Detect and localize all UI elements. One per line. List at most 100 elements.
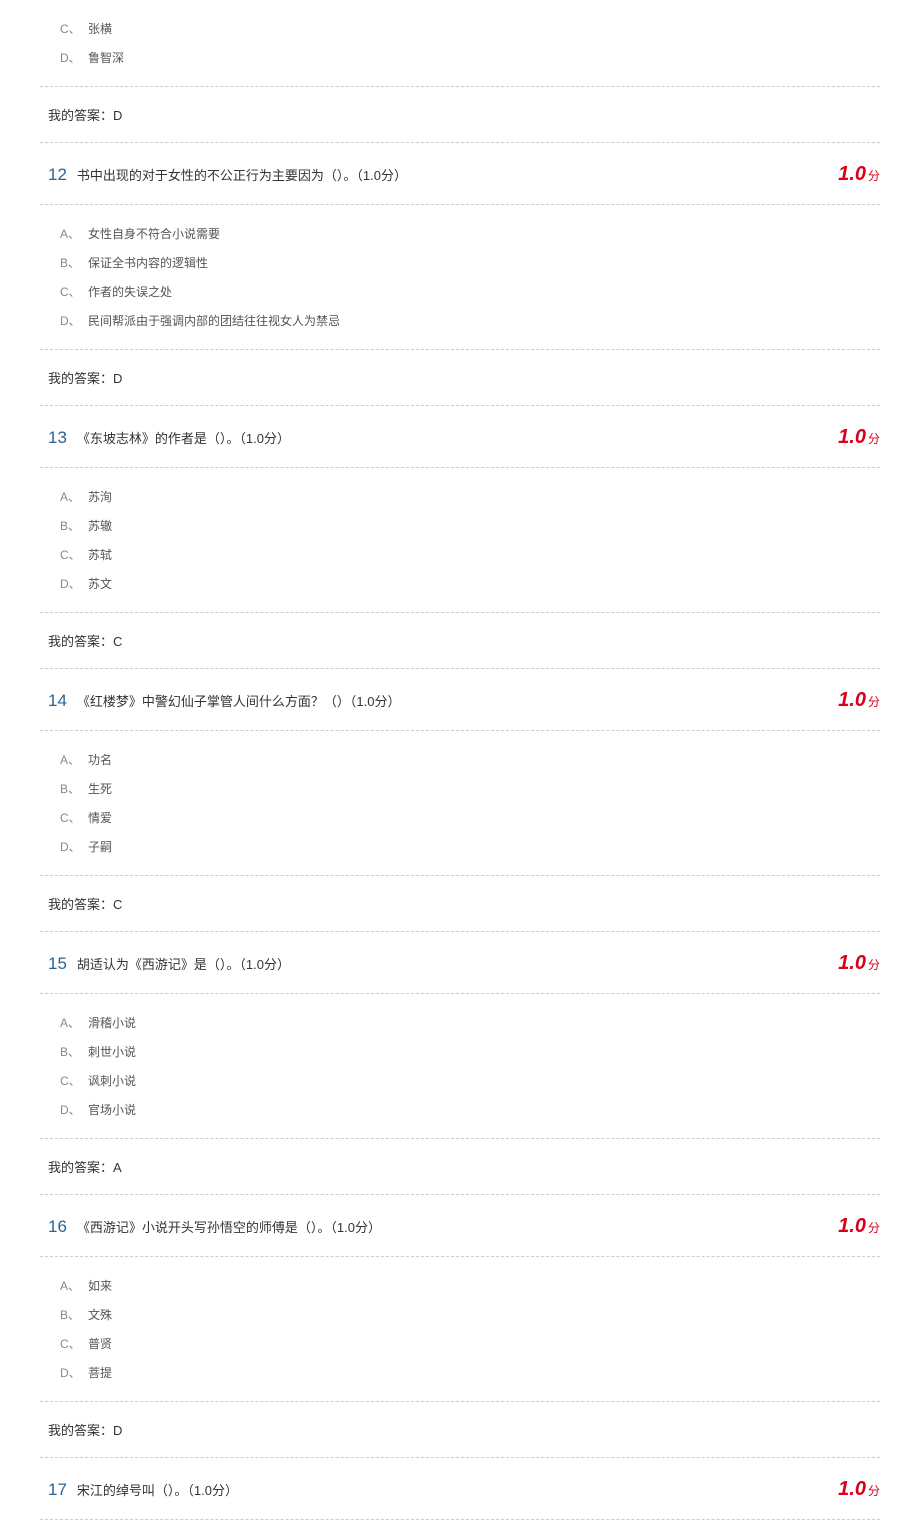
question-left: 17 宋江的绰号叫（）。（1.0分）	[48, 1480, 238, 1500]
options-list: A、苏洵B、苏辙C、苏轼D、苏文	[40, 468, 880, 613]
option-text: 保证全书内容的逻辑性	[88, 254, 208, 271]
question-number: 15	[48, 954, 67, 974]
score-badge: 1.0分	[838, 426, 880, 449]
option-row[interactable]: C、张横	[60, 14, 880, 43]
options-list: A、如来B、文殊C、普贤D、菩提	[40, 1257, 880, 1402]
option-text: 如来	[88, 1277, 112, 1294]
answer-label: 我的答案：	[48, 108, 113, 123]
question-text: 胡适认为《西游记》是（）。（1.0分）	[77, 954, 290, 973]
option-text: 菩提	[88, 1364, 112, 1381]
option-row[interactable]: A、功名	[60, 745, 880, 774]
option-letter: A、	[60, 488, 88, 505]
answer-value: C	[113, 634, 122, 649]
score-value: 1.0	[838, 163, 866, 186]
score-unit: 分	[868, 1219, 880, 1236]
answer-value: C	[113, 897, 122, 912]
score-value: 1.0	[838, 689, 866, 712]
option-row[interactable]: B、苏辙	[60, 511, 880, 540]
option-text: 女性自身不符合小说需要	[88, 225, 220, 242]
option-text: 子嗣	[88, 838, 112, 855]
option-row[interactable]: A、滑稽小说	[60, 1008, 880, 1037]
answer-value: D	[113, 371, 122, 386]
option-row[interactable]: D、官场小说	[60, 1095, 880, 1124]
score-badge: 1.0分	[838, 952, 880, 975]
answer-value: A	[113, 1160, 122, 1175]
question-left: 16《西游记》小说开头写孙悟空的师傅是（）。（1.0分）	[48, 1217, 381, 1237]
options-list: A、滑稽小说B、刺世小说C、讽刺小说D、官场小说	[40, 994, 880, 1139]
option-row[interactable]: B、文殊	[60, 1300, 880, 1329]
option-row[interactable]: A、苏洵	[60, 482, 880, 511]
option-row[interactable]: B、保证全书内容的逻辑性	[60, 248, 880, 277]
question-number: 17	[48, 1480, 67, 1500]
option-row[interactable]: D、苏文	[60, 569, 880, 598]
option-letter: B、	[60, 254, 88, 271]
option-row[interactable]: C、普贤	[60, 1329, 880, 1358]
score-unit: 分	[868, 1482, 880, 1499]
answer-label: 我的答案：	[48, 1423, 113, 1438]
option-row[interactable]: C、苏轼	[60, 540, 880, 569]
question-number: 13	[48, 428, 67, 448]
option-row[interactable]: D、子嗣	[60, 832, 880, 861]
score-value: 1.0	[838, 1215, 866, 1238]
option-row[interactable]: A、如来	[60, 1271, 880, 1300]
option-text: 张横	[88, 20, 112, 37]
question-text: 《西游记》小说开头写孙悟空的师傅是（）。（1.0分）	[77, 1217, 381, 1236]
option-text: 鲁智深	[88, 49, 124, 66]
question-header: 15 胡适认为《西游记》是（）。（1.0分） 1.0分	[40, 932, 880, 994]
question-left: 14 《红楼梦》中警幻仙子掌管人间什么方面？（）（1.0分）	[48, 691, 401, 711]
option-text: 刺世小说	[88, 1043, 136, 1060]
score-badge: 1.0分	[838, 163, 880, 186]
question-number: 12	[48, 165, 67, 185]
question-left: 12 书中出现的对于女性的不公正行为主要因为（）。（1.0分）	[48, 165, 407, 185]
score-value: 1.0	[838, 426, 866, 449]
option-letter: A、	[60, 751, 88, 768]
option-text: 功名	[88, 751, 112, 768]
option-row[interactable]: C、作者的失误之处	[60, 277, 880, 306]
options-list: A、女性自身不符合小说需要B、保证全书内容的逻辑性C、作者的失误之处D、民间帮派…	[40, 205, 880, 350]
option-text: 讽刺小说	[88, 1072, 136, 1089]
option-letter: C、	[60, 20, 88, 37]
option-row[interactable]: A、女性自身不符合小说需要	[60, 219, 880, 248]
question-text: 书中出现的对于女性的不公正行为主要因为（）。（1.0分）	[77, 165, 407, 184]
option-text: 情爱	[88, 809, 112, 826]
question-left: 15 胡适认为《西游记》是（）。（1.0分）	[48, 954, 290, 974]
my-answer-row: 我的答案：C	[40, 876, 880, 932]
options-list: A、功名B、生死C、情爱D、子嗣	[40, 731, 880, 876]
option-text: 苏洵	[88, 488, 112, 505]
question-header: 17 宋江的绰号叫（）。（1.0分） 1.0分	[40, 1458, 880, 1520]
question-text: 《红楼梦》中警幻仙子掌管人间什么方面？（）（1.0分）	[77, 691, 401, 710]
answer-value: D	[113, 1423, 122, 1438]
option-row[interactable]: D、鲁智深	[60, 43, 880, 72]
answer-label: 我的答案：	[48, 1160, 113, 1175]
option-letter: D、	[60, 1364, 88, 1381]
my-answer-row: 我的答案：D	[40, 350, 880, 406]
option-row[interactable]: D、民间帮派由于强调内部的团结往往视女人为禁忌	[60, 306, 880, 335]
quiz-container: C、张横D、鲁智深 我的答案：D 12书中出现的对于女性的不公正行为主要因为（）…	[0, 0, 920, 1520]
score-badge: 1.0分	[838, 1215, 880, 1238]
score-badge: 1.0分	[838, 689, 880, 712]
option-text: 文殊	[88, 1306, 112, 1323]
question-header: 14 《红楼梦》中警幻仙子掌管人间什么方面？（）（1.0分） 1.0分	[40, 669, 880, 731]
score-value: 1.0	[838, 1478, 866, 1501]
question-text: 宋江的绰号叫（）。（1.0分）	[77, 1480, 238, 1499]
option-letter: C、	[60, 1335, 88, 1352]
question-number: 14	[48, 691, 67, 711]
option-row[interactable]: B、刺世小说	[60, 1037, 880, 1066]
question-text: 《东坡志林》的作者是（）。（1.0分）	[77, 428, 290, 447]
option-row[interactable]: C、讽刺小说	[60, 1066, 880, 1095]
option-letter: D、	[60, 575, 88, 592]
score-value: 1.0	[838, 952, 866, 975]
option-text: 苏文	[88, 575, 112, 592]
answer-value: D	[113, 108, 122, 123]
option-row[interactable]: C、情爱	[60, 803, 880, 832]
score-unit: 分	[868, 956, 880, 973]
my-answer-row: 我的答案：A	[40, 1139, 880, 1195]
answer-label: 我的答案：	[48, 371, 113, 386]
score-unit: 分	[868, 693, 880, 710]
option-row[interactable]: B、生死	[60, 774, 880, 803]
option-text: 苏辙	[88, 517, 112, 534]
option-letter: D、	[60, 312, 88, 329]
option-text: 苏轼	[88, 546, 112, 563]
option-text: 普贤	[88, 1335, 112, 1352]
option-row[interactable]: D、菩提	[60, 1358, 880, 1387]
